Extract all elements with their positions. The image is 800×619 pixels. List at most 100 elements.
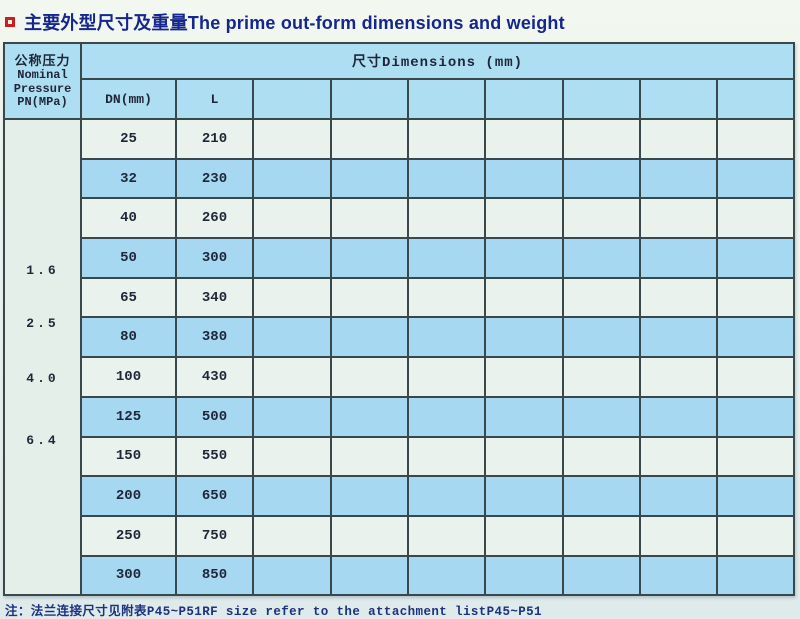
empty-cell: [252, 118, 332, 160]
empty-cell: [715, 514, 796, 557]
empty-cell: [715, 276, 796, 319]
empty-cell: [484, 435, 564, 478]
empty-cell: [715, 118, 796, 160]
dn-cell: 200: [80, 475, 177, 517]
dn-cell: 50: [80, 237, 177, 279]
empty-cell: [715, 395, 796, 438]
empty-cell: [407, 356, 486, 398]
empty-cell: [252, 316, 332, 359]
dn-cell: 32: [80, 157, 177, 200]
empty-cell: [330, 157, 409, 200]
empty-cell: [407, 316, 486, 359]
empty-cell: [407, 395, 486, 438]
empty-cell: [562, 356, 641, 398]
nominal-pressure-header-en: Pressure: [13, 81, 72, 96]
empty-cell: [484, 118, 564, 160]
table-row: 40 260: [4, 197, 796, 240]
empty-cell: [715, 237, 796, 279]
empty-cell: [252, 197, 332, 240]
subheader-l: L: [175, 78, 254, 120]
empty-cell: [562, 395, 641, 438]
empty-cell: [484, 554, 564, 597]
empty-cell: [252, 237, 332, 279]
empty-cell: [407, 554, 486, 597]
dimensions-header: 尺寸Dimensions (mm): [79, 42, 796, 80]
empty-cell: [484, 356, 564, 398]
empty-cell: [639, 237, 718, 279]
nominal-pressure-header: 公称压力 Nominal Pressure PN(MPa): [3, 42, 82, 120]
empty-cell: [407, 475, 486, 517]
empty-cell: [330, 554, 409, 597]
empty-cell: [252, 435, 332, 478]
subheader-empty: [330, 78, 409, 120]
empty-cell: [639, 435, 718, 478]
red-square-bullet-icon: [5, 17, 15, 27]
pn-value: 1.6: [26, 263, 59, 278]
table-row: 50 300: [4, 237, 796, 279]
empty-cell: [562, 157, 641, 200]
table-row: 150 550: [4, 435, 796, 478]
empty-cell: [639, 276, 718, 319]
empty-cell: [562, 276, 641, 319]
empty-cell: [639, 356, 718, 398]
empty-cell: [562, 435, 641, 478]
empty-cell: [715, 197, 796, 240]
nominal-pressure-header-en: PN(MPa): [17, 95, 68, 109]
empty-cell: [562, 316, 641, 359]
footnote: 注：法兰连接尺寸见附表P45~P51RF size refer to the a…: [5, 605, 542, 619]
empty-cell: [484, 475, 564, 517]
nominal-pressure-header-zh: 公称压力: [14, 53, 71, 69]
empty-cell: [407, 157, 486, 200]
l-cell: 300: [175, 237, 254, 279]
empty-cell: [252, 276, 332, 319]
subheader-empty: [407, 78, 486, 120]
l-cell: 550: [175, 435, 254, 478]
dn-cell: 150: [80, 435, 177, 478]
pn-value: 2.5: [26, 316, 59, 331]
empty-cell: [330, 237, 409, 279]
l-cell: 750: [175, 514, 254, 557]
empty-cell: [407, 276, 486, 319]
l-cell: 380: [175, 316, 254, 359]
empty-cell: [639, 118, 718, 160]
empty-cell: [639, 514, 718, 557]
subheader-empty: [252, 78, 332, 120]
empty-cell: [562, 118, 641, 160]
table-row: 1.6 2.5 4.0 6.4 25 210: [3, 117, 796, 597]
empty-cell: [252, 514, 332, 557]
empty-cell: [639, 157, 718, 200]
page-title: 主要外型尺寸及重量The prime out-form dimensions a…: [24, 13, 565, 33]
table-row: 250 750: [4, 514, 796, 557]
dn-cell: 250: [80, 514, 177, 557]
empty-cell: [252, 554, 332, 597]
subheader-empty: [484, 78, 564, 120]
header-row-1: 公称压力 Nominal Pressure PN(MPa) 尺寸Dimensio…: [3, 42, 796, 120]
empty-cell: [484, 237, 564, 279]
l-cell: 500: [175, 395, 254, 438]
subheader-dnmm: DN(mm): [80, 78, 177, 120]
subheader-empty: [562, 78, 641, 120]
empty-cell: [484, 197, 564, 240]
l-cell: 430: [175, 356, 254, 398]
empty-cell: [639, 475, 718, 517]
empty-cell: [715, 435, 796, 478]
l-cell: 850: [175, 554, 254, 597]
l-cell: 260: [175, 197, 254, 240]
l-cell: 650: [175, 475, 254, 517]
empty-cell: [639, 395, 718, 438]
empty-cell: [252, 395, 332, 438]
empty-cell: [484, 514, 564, 557]
dn-cell: 25: [80, 118, 177, 160]
dn-cell: 40: [80, 197, 177, 240]
pn-values-cell: 1.6 2.5 4.0 6.4: [3, 117, 82, 597]
empty-cell: [330, 197, 409, 240]
empty-cell: [407, 514, 486, 557]
empty-cell: [562, 475, 641, 517]
table-row: 125 500: [4, 395, 796, 438]
empty-cell: [484, 395, 564, 438]
empty-cell: [484, 157, 564, 200]
empty-cell: [407, 435, 486, 478]
table-row: 65 340: [4, 276, 796, 319]
table-row: 32 230: [4, 157, 796, 200]
empty-cell: [562, 514, 641, 557]
